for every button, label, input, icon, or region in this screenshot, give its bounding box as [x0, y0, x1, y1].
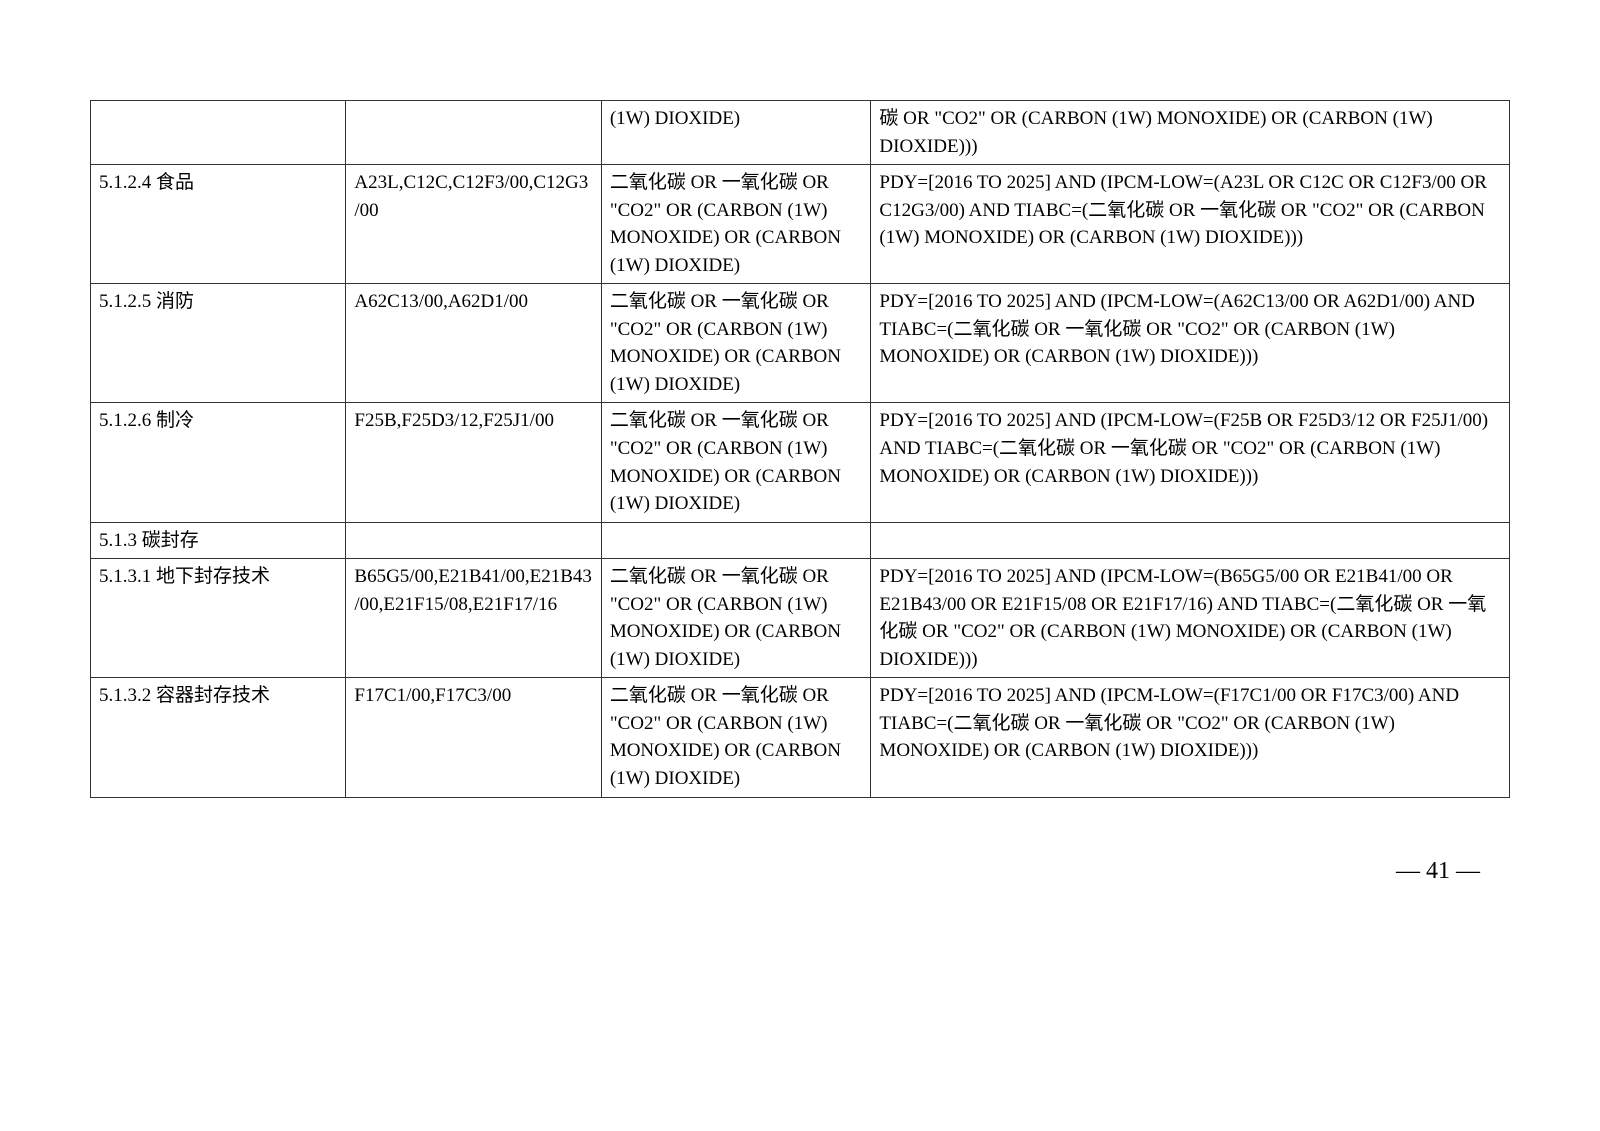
cell-query: 碳 OR "CO2" OR (CARBON (1W) MONOXIDE) OR …	[871, 101, 1510, 165]
cell-query: PDY=[2016 TO 2025] AND (IPCM-LOW=(A23L O…	[871, 165, 1510, 284]
cell-category: 5.1.2.6 制冷	[91, 403, 346, 522]
cell-query: PDY=[2016 TO 2025] AND (IPCM-LOW=(A62C13…	[871, 284, 1510, 403]
cell-keywords: 二氧化碳 OR 一氧化碳 OR "CO2" OR (CARBON (1W) MO…	[601, 403, 871, 522]
cell-ipc-codes	[346, 101, 601, 165]
cell-ipc-codes: F25B,F25D3/12,F25J1/00	[346, 403, 601, 522]
cell-category: 5.1.3.1 地下封存技术	[91, 559, 346, 678]
table-row: 5.1.2.5 消防 A62C13/00,A62D1/00 二氧化碳 OR 一氧…	[91, 284, 1510, 403]
cell-keywords: 二氧化碳 OR 一氧化碳 OR "CO2" OR (CARBON (1W) MO…	[601, 559, 871, 678]
cell-category: 5.1.3.2 容器封存技术	[91, 678, 346, 797]
table-row: 5.1.3 碳封存	[91, 522, 1510, 559]
cell-category: 5.1.2.4 食品	[91, 165, 346, 284]
table-row: 5.1.2.4 食品 A23L,C12C,C12F3/00,C12G3/00 二…	[91, 165, 1510, 284]
cell-keywords: 二氧化碳 OR 一氧化碳 OR "CO2" OR (CARBON (1W) MO…	[601, 284, 871, 403]
table-row: 5.1.3.2 容器封存技术 F17C1/00,F17C3/00 二氧化碳 OR…	[91, 678, 1510, 797]
cell-query: PDY=[2016 TO 2025] AND (IPCM-LOW=(F25B O…	[871, 403, 1510, 522]
cell-query: PDY=[2016 TO 2025] AND (IPCM-LOW=(F17C1/…	[871, 678, 1510, 797]
cell-query: PDY=[2016 TO 2025] AND (IPCM-LOW=(B65G5/…	[871, 559, 1510, 678]
table-row: 5.1.2.6 制冷 F25B,F25D3/12,F25J1/00 二氧化碳 O…	[91, 403, 1510, 522]
cell-ipc-codes: A62C13/00,A62D1/00	[346, 284, 601, 403]
table-row: 5.1.3.1 地下封存技术 B65G5/00,E21B41/00,E21B43…	[91, 559, 1510, 678]
cell-category: 5.1.2.5 消防	[91, 284, 346, 403]
cell-query	[871, 522, 1510, 559]
cell-category: 5.1.3 碳封存	[91, 522, 346, 559]
cell-ipc-codes: A23L,C12C,C12F3/00,C12G3/00	[346, 165, 601, 284]
cell-ipc-codes	[346, 522, 601, 559]
cell-keywords	[601, 522, 871, 559]
page-number: — 41 —	[90, 858, 1510, 885]
cell-keywords: (1W) DIOXIDE)	[601, 101, 871, 165]
cell-ipc-codes: F17C1/00,F17C3/00	[346, 678, 601, 797]
cell-category	[91, 101, 346, 165]
classification-table: (1W) DIOXIDE) 碳 OR "CO2" OR (CARBON (1W)…	[90, 100, 1510, 798]
table-body: (1W) DIOXIDE) 碳 OR "CO2" OR (CARBON (1W)…	[91, 101, 1510, 798]
cell-keywords: 二氧化碳 OR 一氧化碳 OR "CO2" OR (CARBON (1W) MO…	[601, 678, 871, 797]
cell-keywords: 二氧化碳 OR 一氧化碳 OR "CO2" OR (CARBON (1W) MO…	[601, 165, 871, 284]
table-row: (1W) DIOXIDE) 碳 OR "CO2" OR (CARBON (1W)…	[91, 101, 1510, 165]
cell-ipc-codes: B65G5/00,E21B41/00,E21B43/00,E21F15/08,E…	[346, 559, 601, 678]
